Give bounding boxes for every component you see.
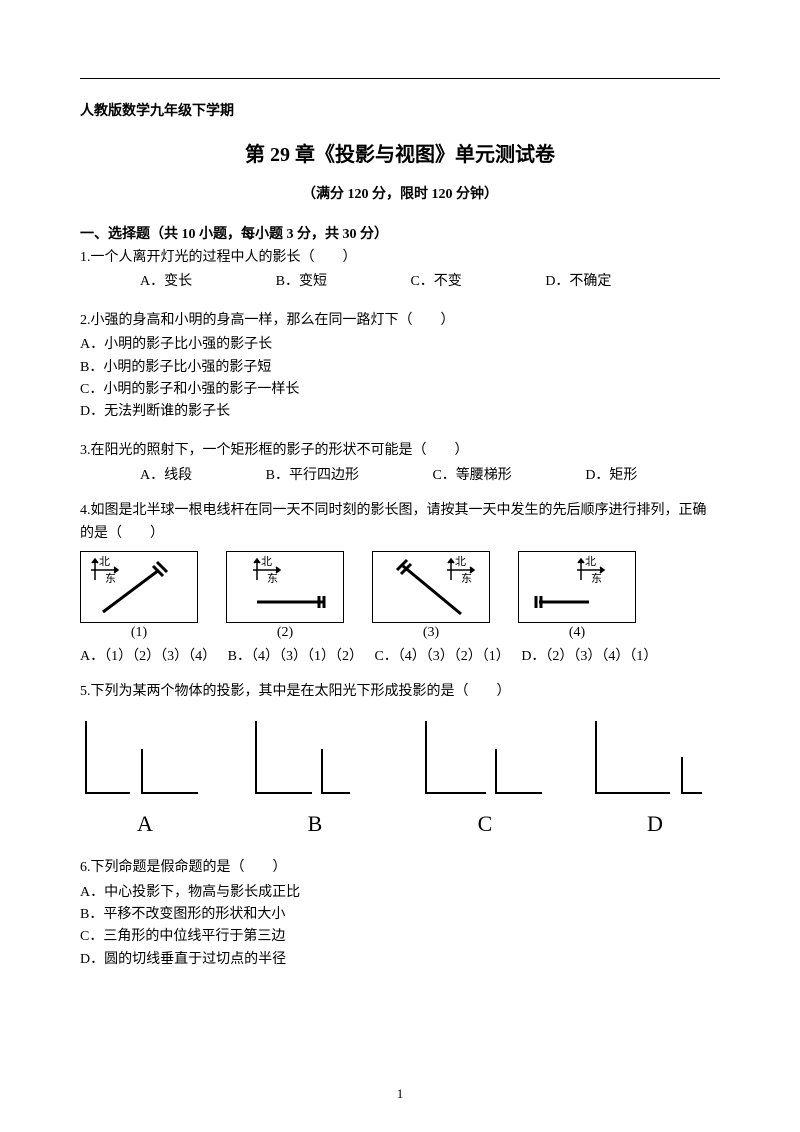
q5-fig-d <box>590 713 720 803</box>
q6-opt-d: D．圆的切线垂直于过切点的半径 <box>80 949 720 971</box>
chapter-title: 第 29 章《投影与视图》单元测试卷 <box>80 138 720 167</box>
east-label: 东 <box>267 572 278 585</box>
q4-opt-a: A．（1）（2）（3）（4） <box>80 649 216 664</box>
q5-fig-c <box>420 713 550 803</box>
east-label: 东 <box>591 572 602 585</box>
q4-label-1: (1) <box>80 625 198 641</box>
q2-opt-d: D．无法判断谁的影子长 <box>80 401 720 423</box>
q4-fig-3: 北 东 <box>372 551 490 623</box>
q4-label-2: (2) <box>226 625 344 641</box>
q6-opt-c: C．三角形的中位线平行于第三边 <box>80 926 720 948</box>
section-1-heading: 一、选择题（共 10 小题，每小题 3 分，共 30 分） <box>80 223 720 243</box>
page-number: 1 <box>0 1086 800 1102</box>
q5-fig-a <box>80 713 210 803</box>
q5-label-c: C <box>420 811 550 837</box>
q4-text: 4.如图是北半球一根电线杆在同一天不同时刻的影长图，请按其一天中发生的先后顺序进… <box>80 500 720 545</box>
q3-opt-c: C．等腰梯形 <box>432 464 511 484</box>
book-header: 人教版数学九年级下学期 <box>80 100 720 120</box>
q5-fig-b <box>250 713 380 803</box>
q3-text: 3.在阳光的照射下，一个矩形框的影子的形状不可能是（ ） <box>80 440 720 462</box>
q4-fig-labels: (1) (2) (3) (4) <box>80 625 720 641</box>
north-label: 北 <box>455 555 466 568</box>
header-rule <box>80 78 720 79</box>
north-label: 北 <box>99 555 110 568</box>
q2-opt-c: C．小明的影子和小强的影子一样长 <box>80 379 720 401</box>
q1-opt-b: B．变短 <box>276 271 327 293</box>
q5-label-b: B <box>250 811 380 837</box>
q1-opt-c: C．不变 <box>410 271 461 293</box>
q4-fig-1: 北 东 <box>80 551 198 623</box>
q4-label-3: (3) <box>372 625 490 641</box>
page-content: 人教版数学九年级下学期 第 29 章《投影与视图》单元测试卷 （满分 120 分… <box>0 0 800 1027</box>
q1-options: A．变长 B．变短 C．不变 D．不确定 <box>80 271 720 293</box>
q1-text: 1.一个人离开灯光的过程中人的影长（ ） <box>80 247 720 269</box>
q2-options: A．小明的影子比小强的影子长 B．小明的影子比小强的影子短 C．小明的影子和小强… <box>80 334 720 424</box>
q6-opt-b: B．平移不改变图形的形状和大小 <box>80 904 720 926</box>
q5-label-d: D <box>590 811 720 837</box>
east-label: 东 <box>461 572 472 585</box>
q4-opt-c: C．（4）（3）（2）（1） <box>374 649 509 664</box>
q5-text: 5.下列为某两个物体的投影，其中是在太阳光下形成投影的是（ ） <box>80 681 720 703</box>
north-label: 北 <box>585 555 596 568</box>
q6-text: 6.下列命题是假命题的是（ ） <box>80 857 720 879</box>
north-label: 北 <box>261 555 272 568</box>
q5-labels: A B C D <box>80 811 720 837</box>
q3-options: A．线段 B．平行四边形 C．等腰梯形 D．矩形 <box>80 464 720 484</box>
q4-fig-4: 北 东 <box>518 551 636 623</box>
q1-opt-d: D．不确定 <box>545 271 611 293</box>
q3-opt-d: D．矩形 <box>585 464 637 484</box>
q2-opt-a: A．小明的影子比小强的影子长 <box>80 334 720 356</box>
q3-opt-a: A．线段 <box>140 464 192 484</box>
q4-fig-2: 北 东 <box>226 551 344 623</box>
q6-opt-a: A．中心投影下，物高与影长成正比 <box>80 882 720 904</box>
q2-text: 2.小强的身高和小明的身高一样，那么在同一路灯下（ ） <box>80 310 720 332</box>
q5-figures <box>80 713 720 803</box>
q6-options: A．中心投影下，物高与影长成正比 B．平移不改变图形的形状和大小 C．三角形的中… <box>80 882 720 972</box>
q1-opt-a: A．变长 <box>140 271 192 293</box>
q2-opt-b: B．小明的影子比小强的影子短 <box>80 357 720 379</box>
q4-options: A．（1）（2）（3）（4） B．（4）（3）（1）（2） C．（4）（3）（2… <box>80 645 720 665</box>
q4-label-4: (4) <box>518 625 636 641</box>
exam-subtitle: （满分 120 分，限时 120 分钟） <box>80 183 720 203</box>
east-label: 东 <box>105 572 116 585</box>
q4-opt-d: D．（2）（3）（4）（1） <box>521 649 657 664</box>
q5-label-a: A <box>80 811 210 837</box>
q4-opt-b: B．（4）（3）（1）（2） <box>228 649 363 664</box>
q3-opt-b: B．平行四边形 <box>266 464 359 484</box>
q4-figures: 北 东 北 东 <box>80 551 720 623</box>
